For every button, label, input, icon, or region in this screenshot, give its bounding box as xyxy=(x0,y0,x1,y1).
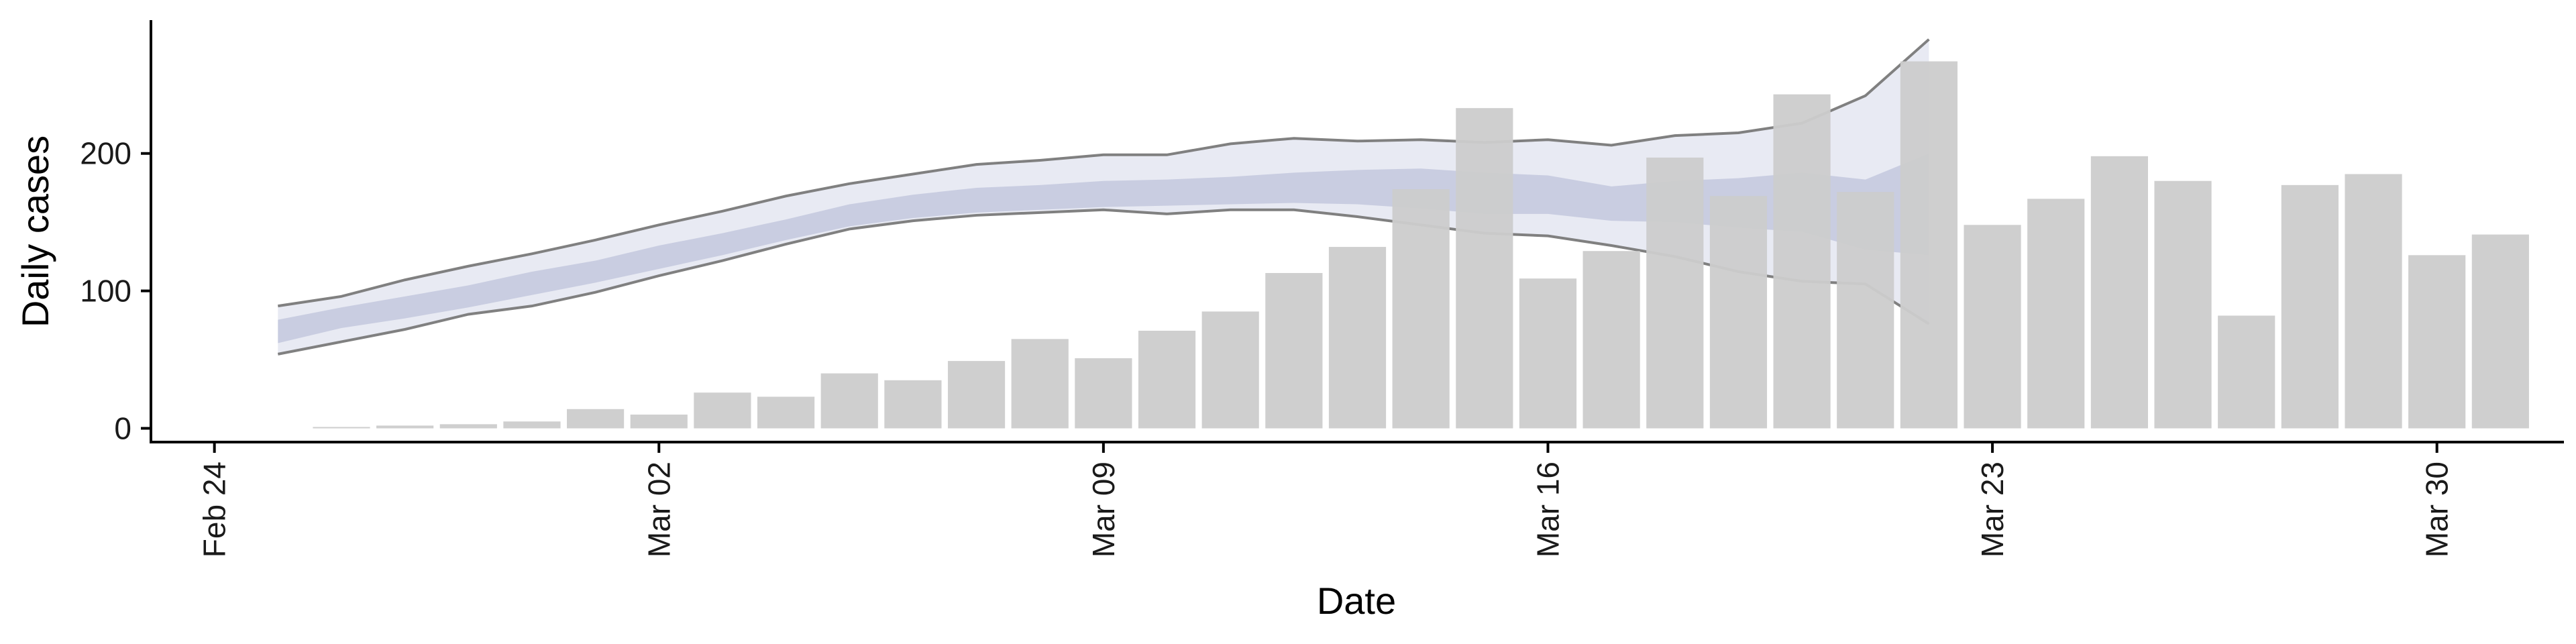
y-ticks: 0 100 200 xyxy=(80,136,151,446)
bar-2020-03-08 xyxy=(1011,339,1069,429)
bar-2020-03-01 xyxy=(567,409,625,429)
band-inner xyxy=(278,153,1929,343)
bar-2020-03-25 xyxy=(2090,156,2148,429)
bar-2020-03-27 xyxy=(2218,315,2275,429)
bar-2020-03-28 xyxy=(2281,184,2339,429)
band-upper-line xyxy=(278,38,1930,308)
bar-2020-03-26 xyxy=(2154,180,2212,429)
x-tick-label: Mar 23 xyxy=(1975,462,2010,557)
y-tick-label: 0 xyxy=(114,411,131,446)
y-tick-label: 200 xyxy=(80,136,131,171)
bar-2020-02-26 xyxy=(313,427,370,429)
x-tick-label: Mar 02 xyxy=(641,462,676,557)
bar-2020-03-19 xyxy=(1709,196,1768,429)
bar-series xyxy=(313,61,2529,429)
bar-2020-03-31 xyxy=(2471,234,2529,429)
bar-2020-03-05 xyxy=(820,373,878,429)
bar-2020-03-03 xyxy=(694,392,751,429)
bar-2020-03-09 xyxy=(1075,358,1132,429)
bar-2020-03-04 xyxy=(757,396,815,429)
y-axis-title: Daily cases xyxy=(14,136,56,327)
bar-2020-02-29 xyxy=(503,421,561,429)
bar-2020-03-22 xyxy=(1900,61,1958,429)
bar-2020-03-11 xyxy=(1201,311,1259,429)
x-tick-label: Mar 09 xyxy=(1086,462,1121,557)
bar-2020-03-12 xyxy=(1265,272,1323,429)
bar-2020-03-02 xyxy=(630,415,688,429)
bar-2020-02-27 xyxy=(376,425,434,429)
bar-2020-03-13 xyxy=(1328,247,1387,429)
bar-2020-03-30 xyxy=(2408,255,2466,429)
y-tick-label: 100 xyxy=(80,274,131,309)
x-tick-label: Feb 24 xyxy=(197,462,232,557)
bar-2020-03-24 xyxy=(2027,199,2085,429)
bar-2020-03-20 xyxy=(1773,94,1831,429)
bar-2020-03-06 xyxy=(884,380,942,429)
bar-2020-03-17 xyxy=(1582,251,1640,429)
bar-2020-02-28 xyxy=(439,424,497,429)
bar-2020-03-14 xyxy=(1392,189,1450,429)
axes: 0 100 200 Feb 24 Mar 02 Mar 09 Mar 16 Mar 23 Ma… xyxy=(80,20,2564,557)
bar-2020-03-21 xyxy=(1837,192,1894,429)
x-ticks: Feb 24 Mar 02 Mar 09 Mar 16 Mar 23 Mar 30 xyxy=(197,442,2455,557)
x-tick-label: Mar 16 xyxy=(1530,462,1565,557)
bar-2020-03-16 xyxy=(1519,278,1577,429)
bar-2020-03-23 xyxy=(1964,225,2021,429)
bar-2020-03-07 xyxy=(947,361,1006,429)
bar-2020-03-18 xyxy=(1646,157,1704,429)
bar-2020-03-29 xyxy=(2345,174,2402,429)
x-tick-label: Mar 30 xyxy=(2420,462,2455,557)
x-axis-title: Date xyxy=(1317,580,1396,622)
bar-2020-03-10 xyxy=(1138,331,1196,429)
bar-2020-03-15 xyxy=(1456,108,1513,429)
